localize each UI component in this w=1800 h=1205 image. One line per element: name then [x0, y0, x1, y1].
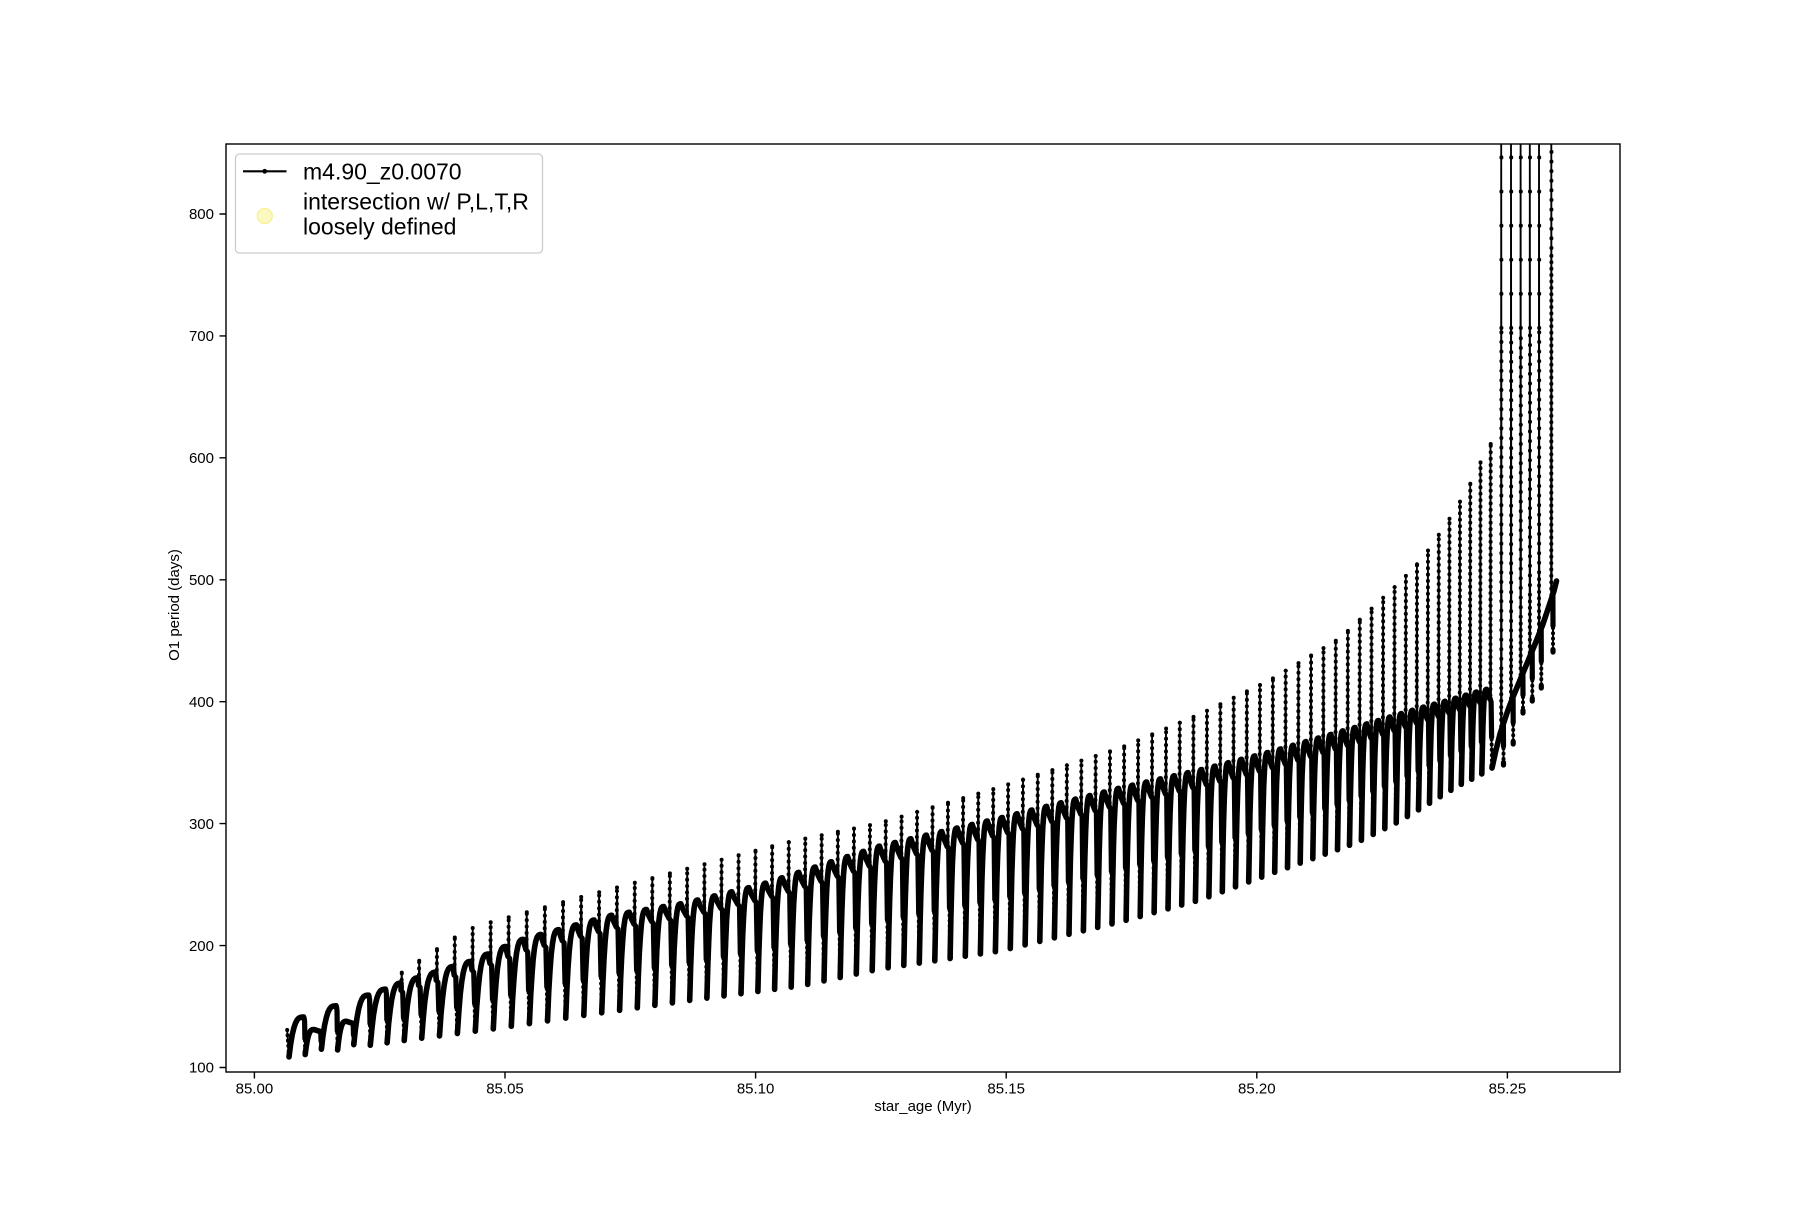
svg-text:m4.90_z0.0070: m4.90_z0.0070 [303, 158, 462, 184]
svg-text:intersection w/ P,L,T,R: intersection w/ P,L,T,R [303, 189, 529, 215]
svg-text:loosely defined: loosely defined [303, 214, 456, 240]
svg-text:500: 500 [189, 572, 214, 589]
svg-text:100: 100 [189, 1060, 214, 1077]
svg-text:700: 700 [189, 328, 214, 345]
svg-text:85.05: 85.05 [486, 1081, 524, 1098]
svg-text:85.10: 85.10 [737, 1081, 775, 1098]
svg-text:85.25: 85.25 [1489, 1081, 1527, 1098]
svg-text:200: 200 [189, 938, 214, 955]
svg-text:300: 300 [189, 816, 214, 833]
svg-text:O1 period (days): O1 period (days) [166, 549, 183, 661]
svg-text:400: 400 [189, 694, 214, 711]
svg-text:800: 800 [189, 206, 214, 223]
svg-text:star_age (Myr): star_age (Myr) [874, 1098, 972, 1115]
svg-text:85.15: 85.15 [987, 1081, 1025, 1098]
svg-text:85.00: 85.00 [236, 1081, 274, 1098]
svg-text:85.20: 85.20 [1238, 1081, 1276, 1098]
svg-text:600: 600 [189, 450, 214, 467]
